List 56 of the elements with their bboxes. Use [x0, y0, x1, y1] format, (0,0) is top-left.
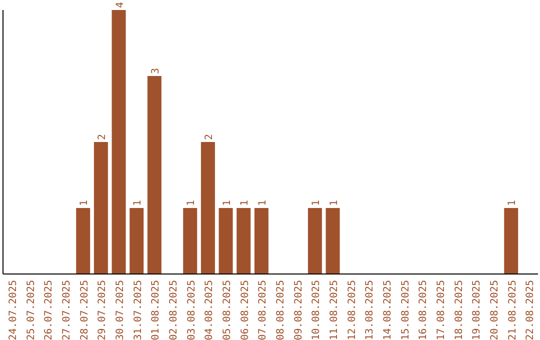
x-tick-label: 09.08.2025	[293, 280, 304, 340]
x-tick-label: 15.08.2025	[400, 280, 412, 340]
data-label: 1	[240, 200, 251, 206]
x-tick-label: 28.07.2025	[79, 280, 90, 340]
data-label: 2	[204, 134, 215, 140]
data-label: 4	[114, 2, 126, 8]
bar	[326, 208, 340, 274]
x-tick-label: 06.08.2025	[240, 280, 251, 340]
x-tick-label: 07.08.2025	[258, 280, 269, 340]
x-tick-label: 05.08.2025	[222, 280, 233, 340]
bar	[236, 208, 251, 274]
x-tick-label: 13.08.2025	[364, 280, 376, 340]
x-tick-label: 27.07.2025	[61, 280, 72, 340]
bar	[76, 208, 90, 274]
bar	[130, 208, 144, 274]
x-tick-label: 18.08.2025	[454, 280, 465, 340]
x-tick-label: 10.08.2025	[311, 280, 322, 340]
bar	[94, 142, 108, 274]
x-tick-label: 14.08.2025	[382, 280, 394, 340]
x-tick-label: 03.08.2025	[186, 280, 198, 340]
x-tick-label: 24.07.2025	[8, 280, 19, 340]
x-tick-label: 08.08.2025	[275, 280, 286, 340]
data-label: 1	[257, 200, 268, 206]
x-tick-label: 21.08.2025	[507, 280, 518, 340]
x-tick-label: 17.08.2025	[436, 280, 447, 340]
data-label: 3	[150, 68, 162, 74]
bar	[147, 76, 162, 274]
x-tick-label: 26.07.2025	[44, 280, 55, 340]
x-tick-label: 12.08.2025	[346, 280, 358, 340]
x-tick-label: 29.07.2025	[97, 280, 108, 340]
x-tick-label: 04.08.2025	[204, 280, 216, 340]
x-tick-label: 25.07.2025	[26, 280, 37, 340]
x-tick-label: 31.07.2025	[132, 280, 144, 340]
bar	[200, 142, 215, 274]
x-tick-label: 30.07.2025	[114, 280, 126, 340]
data-label: 1	[79, 200, 90, 206]
bar	[112, 10, 126, 274]
bar	[183, 208, 198, 274]
data-label: 1	[310, 200, 322, 206]
bar	[504, 208, 518, 274]
x-tick-label: 02.08.2025	[168, 280, 180, 340]
data-label: 1	[132, 200, 144, 206]
data-label: 2	[96, 134, 108, 140]
x-tick-label: 01.08.2025	[150, 280, 162, 340]
x-tick-label: 19.08.2025	[472, 280, 483, 340]
x-tick-label: 20.08.2025	[489, 280, 500, 340]
data-label: 1	[222, 200, 233, 206]
x-tick-label: 16.08.2025	[418, 280, 430, 340]
data-label: 1	[186, 200, 198, 206]
data-label: 1	[507, 200, 518, 206]
data-label: 1	[328, 200, 340, 206]
bar	[218, 208, 233, 274]
x-tick-label: 11.08.2025	[328, 280, 340, 340]
bar	[254, 208, 268, 274]
x-tick-label: 22.08.2025	[525, 280, 536, 340]
bar	[308, 208, 322, 274]
